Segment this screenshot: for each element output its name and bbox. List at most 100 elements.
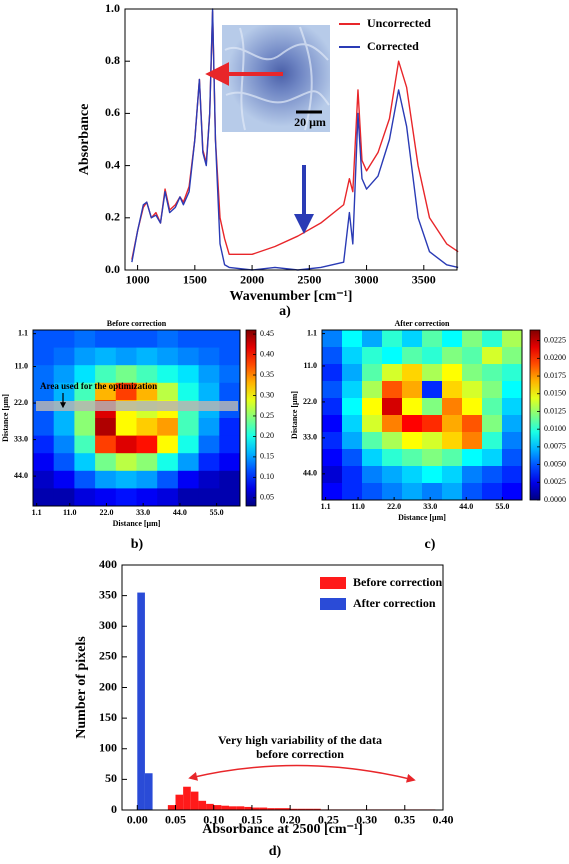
hist-bar bbox=[267, 808, 275, 810]
colorbar-tick-label: 0.0200 bbox=[544, 353, 566, 362]
heat-cell bbox=[95, 382, 117, 401]
x-tick-label: 2500 bbox=[297, 273, 321, 287]
hist-bar bbox=[313, 808, 321, 810]
heat-cell bbox=[33, 347, 55, 366]
hist-bar bbox=[282, 808, 291, 810]
heat-cell bbox=[177, 453, 199, 472]
x-tick-label: 33.0 bbox=[136, 508, 150, 517]
heat-cell bbox=[342, 398, 363, 416]
hist-bar bbox=[198, 800, 207, 810]
heat-cell bbox=[115, 382, 137, 401]
heat-cell bbox=[462, 347, 483, 365]
heat-cell bbox=[402, 415, 423, 433]
colorbar-tick-label: 0.0025 bbox=[544, 477, 566, 486]
heat-cell bbox=[482, 364, 503, 382]
heat-cell bbox=[482, 330, 503, 348]
y-tick-label: 44.0 bbox=[14, 471, 28, 480]
heat-cell bbox=[382, 483, 403, 501]
x-tick-label: 11.0 bbox=[351, 502, 365, 511]
heat-cell bbox=[322, 347, 343, 365]
heat-cell bbox=[502, 466, 523, 484]
legend-label: Uncorrected bbox=[367, 16, 431, 30]
heat-cell bbox=[402, 432, 423, 450]
heat-cell bbox=[136, 418, 158, 436]
x-tick-label: 2000 bbox=[240, 273, 264, 287]
heat-cell bbox=[362, 381, 383, 399]
heat-cell bbox=[342, 483, 363, 501]
chart-title: After correction bbox=[394, 319, 450, 328]
heat-cell bbox=[157, 470, 179, 489]
heat-cell bbox=[322, 364, 343, 382]
heat-cell bbox=[53, 365, 75, 384]
x-tick-label: 0.30 bbox=[356, 813, 377, 827]
heat-cell bbox=[342, 415, 363, 433]
heat-cell bbox=[74, 330, 96, 348]
heat-cell bbox=[157, 347, 179, 366]
annotation: Area used for the optimization bbox=[40, 381, 157, 391]
heat-cell bbox=[322, 432, 343, 450]
heat-cell bbox=[462, 449, 483, 467]
heat-cell bbox=[74, 435, 96, 454]
x-tick-label: 11.0 bbox=[63, 508, 77, 517]
heat-cell bbox=[482, 483, 503, 501]
x-axis-label: Wavenumber [cm⁻¹] bbox=[230, 289, 353, 304]
heat-cell bbox=[322, 381, 343, 399]
heat-cell bbox=[322, 466, 343, 484]
heat-cell bbox=[442, 466, 463, 484]
x-axis-label: Distance [μm] bbox=[113, 519, 161, 528]
heat-cell bbox=[322, 483, 343, 501]
y-axis-label: Distance [μm] bbox=[1, 394, 10, 442]
hist-bar bbox=[305, 808, 314, 810]
heat-cell bbox=[219, 418, 241, 436]
y-tick-label: 0.8 bbox=[105, 53, 120, 67]
heat-cell bbox=[422, 466, 443, 484]
hist-bar bbox=[221, 805, 229, 810]
heat-cell bbox=[422, 449, 443, 467]
heat-cell bbox=[442, 347, 463, 365]
x-tick-label: 55.0 bbox=[495, 502, 509, 511]
legend-label: Before correction bbox=[353, 575, 443, 589]
y-tick-label: 11.0 bbox=[14, 361, 28, 370]
heat-cell bbox=[74, 453, 96, 472]
y-tick-label: 300 bbox=[99, 618, 117, 632]
y-axis-label: Distance [μm] bbox=[290, 391, 299, 439]
heat-cell bbox=[502, 330, 523, 348]
heat-cell bbox=[53, 470, 75, 489]
colorbar-tick-label: 0.05 bbox=[260, 493, 274, 502]
legend-swatch bbox=[320, 577, 346, 589]
x-tick-label: 0.10 bbox=[203, 813, 224, 827]
heat-cell bbox=[422, 330, 443, 348]
y-tick-label: 400 bbox=[99, 557, 117, 571]
heat-cell bbox=[322, 449, 343, 467]
heat-cell bbox=[95, 453, 117, 472]
heat-cell bbox=[33, 470, 55, 489]
heat-cell bbox=[402, 466, 423, 484]
heat-cell bbox=[219, 365, 241, 384]
line-series bbox=[131, 8, 459, 271]
heat-cell bbox=[502, 449, 523, 467]
heat-cell bbox=[53, 330, 75, 348]
heat-cell bbox=[342, 364, 363, 382]
heat-cell bbox=[402, 347, 423, 365]
heat-cell bbox=[482, 466, 503, 484]
colorbar-tick-label: 0.0225 bbox=[544, 335, 566, 344]
hist-bar bbox=[251, 807, 260, 810]
heat-cell bbox=[198, 365, 220, 384]
hist-bar bbox=[167, 805, 176, 810]
hist-bar bbox=[244, 806, 252, 810]
y-tick-label: 11.0 bbox=[303, 361, 317, 370]
heat-cell bbox=[382, 466, 403, 484]
colorbar-tick-label: 0.40 bbox=[260, 349, 274, 358]
heat-cell bbox=[502, 364, 523, 382]
chart-title: Before correction bbox=[107, 319, 167, 328]
heat-cell bbox=[462, 330, 483, 348]
optimization-area bbox=[36, 401, 238, 411]
heat-cell bbox=[33, 330, 55, 348]
heat-cell bbox=[502, 398, 523, 416]
colorbar-tick-label: 0.30 bbox=[260, 390, 274, 399]
y-tick-label: 33.0 bbox=[303, 433, 317, 442]
heat-cell bbox=[95, 435, 117, 454]
heat-cell bbox=[115, 453, 137, 472]
heat-cell bbox=[462, 466, 483, 484]
heat-cell bbox=[382, 330, 403, 348]
